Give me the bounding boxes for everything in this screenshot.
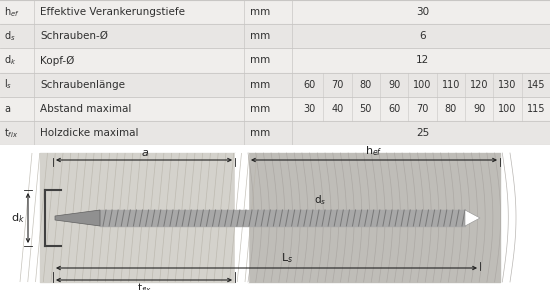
Text: d$_k$: d$_k$ bbox=[4, 54, 16, 67]
Text: t$_{fix}$: t$_{fix}$ bbox=[138, 281, 152, 290]
Text: mm: mm bbox=[250, 128, 270, 138]
Text: 90: 90 bbox=[473, 104, 485, 114]
Text: Holzdicke maximal: Holzdicke maximal bbox=[40, 128, 139, 138]
Text: mm: mm bbox=[250, 55, 270, 66]
Text: 70: 70 bbox=[416, 104, 428, 114]
Text: 40: 40 bbox=[331, 104, 344, 114]
Text: 30: 30 bbox=[416, 7, 429, 17]
Text: 100: 100 bbox=[413, 79, 432, 90]
Text: 25: 25 bbox=[416, 128, 429, 138]
Text: mm: mm bbox=[250, 104, 270, 114]
Text: mm: mm bbox=[250, 79, 270, 90]
Text: 90: 90 bbox=[388, 79, 400, 90]
Text: 130: 130 bbox=[498, 79, 516, 90]
Text: 30: 30 bbox=[303, 104, 315, 114]
Text: 80: 80 bbox=[445, 104, 457, 114]
Text: h$_{ef}$: h$_{ef}$ bbox=[4, 5, 20, 19]
Polygon shape bbox=[55, 210, 100, 226]
Text: Schraubenlänge: Schraubenlänge bbox=[40, 79, 125, 90]
Text: 6: 6 bbox=[419, 31, 426, 41]
Text: 100: 100 bbox=[498, 104, 516, 114]
Text: L$_s$: L$_s$ bbox=[282, 251, 294, 265]
Text: a: a bbox=[141, 148, 148, 158]
Text: 120: 120 bbox=[470, 79, 488, 90]
Text: 70: 70 bbox=[331, 79, 344, 90]
Text: 145: 145 bbox=[526, 79, 545, 90]
Text: 115: 115 bbox=[526, 104, 545, 114]
Text: t$_{fix}$: t$_{fix}$ bbox=[4, 126, 18, 140]
Text: Abstand maximal: Abstand maximal bbox=[40, 104, 131, 114]
Text: 80: 80 bbox=[360, 79, 372, 90]
Text: 50: 50 bbox=[360, 104, 372, 114]
Text: Schrauben-Ø: Schrauben-Ø bbox=[40, 31, 108, 41]
Text: 12: 12 bbox=[416, 55, 429, 66]
Text: Kopf-Ø: Kopf-Ø bbox=[40, 55, 74, 66]
Text: mm: mm bbox=[250, 31, 270, 41]
Text: 110: 110 bbox=[442, 79, 460, 90]
Text: l$_s$: l$_s$ bbox=[4, 78, 12, 91]
Text: d$_k$: d$_k$ bbox=[11, 211, 25, 225]
Text: 60: 60 bbox=[303, 79, 315, 90]
Text: d$_s$: d$_s$ bbox=[314, 193, 326, 207]
Text: d$_s$: d$_s$ bbox=[4, 29, 15, 43]
Text: Effektive Verankerungstiefe: Effektive Verankerungstiefe bbox=[40, 7, 185, 17]
Text: a: a bbox=[4, 104, 10, 114]
Text: mm: mm bbox=[250, 7, 270, 17]
Text: 60: 60 bbox=[388, 104, 400, 114]
Text: h$_{ef}$: h$_{ef}$ bbox=[365, 144, 383, 158]
Polygon shape bbox=[465, 210, 480, 226]
